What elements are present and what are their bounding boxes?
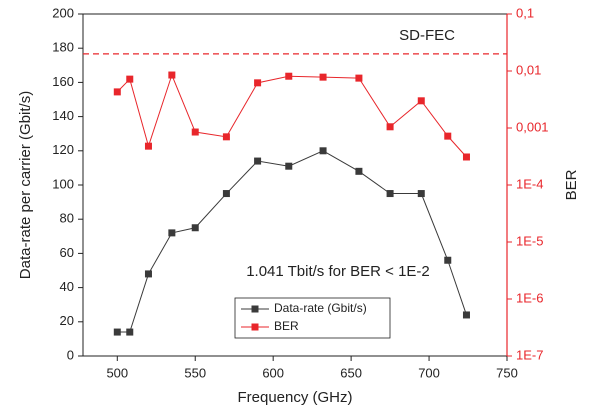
data-point bbox=[254, 157, 262, 165]
y-tick-label: 140 bbox=[52, 108, 74, 123]
annotation: 1.041 Tbit/s for BER < 1E-2 bbox=[246, 263, 430, 280]
data-point bbox=[417, 97, 425, 105]
y2-tick-label: 0,1 bbox=[516, 5, 534, 20]
series-line bbox=[117, 150, 467, 333]
data-point bbox=[444, 256, 452, 264]
data-point bbox=[191, 224, 199, 232]
data-point bbox=[222, 133, 230, 141]
data-point bbox=[462, 153, 470, 161]
legend-marker bbox=[251, 323, 259, 331]
data-point bbox=[462, 311, 470, 319]
x-tick-label: 700 bbox=[418, 365, 440, 380]
y2-tick-label: 1E-6 bbox=[516, 290, 543, 305]
data-point bbox=[126, 75, 134, 83]
series-line bbox=[116, 73, 467, 158]
data-point bbox=[113, 88, 121, 96]
y-tick-label: 80 bbox=[60, 211, 74, 226]
data-point bbox=[168, 71, 176, 79]
x-tick-label: 500 bbox=[106, 365, 128, 380]
y2-tick-label: 0,001 bbox=[516, 119, 549, 134]
data-point bbox=[285, 72, 293, 80]
data-point bbox=[144, 270, 152, 278]
y-axis-label: Data-rate per carrier (Gbit/s) bbox=[17, 91, 34, 279]
data-point bbox=[113, 328, 121, 336]
data-point bbox=[355, 167, 363, 175]
data-point bbox=[168, 229, 176, 237]
y-tick-label: 40 bbox=[60, 279, 74, 294]
data-point bbox=[285, 162, 293, 170]
y2-tick-label: 1E-4 bbox=[516, 176, 543, 191]
y2-tick-label: 1E-7 bbox=[516, 347, 543, 362]
x-tick-label: 650 bbox=[340, 365, 362, 380]
data-point bbox=[355, 74, 363, 82]
data-point bbox=[191, 128, 199, 136]
y2-tick-label: 1E-5 bbox=[516, 233, 543, 248]
x-axis-label: Frequency (GHz) bbox=[237, 389, 352, 406]
data-point bbox=[126, 328, 134, 336]
annotation: SD-FEC bbox=[399, 27, 455, 44]
data-point bbox=[444, 132, 452, 140]
y-tick-label: 200 bbox=[52, 5, 74, 20]
data-point bbox=[144, 142, 152, 150]
data-point bbox=[319, 73, 327, 81]
legend-label: Data-rate (Gbit/s) bbox=[274, 301, 367, 315]
x-tick-label: 550 bbox=[184, 365, 206, 380]
data-point bbox=[222, 190, 230, 198]
legend-marker bbox=[251, 305, 259, 313]
data-point bbox=[319, 147, 327, 155]
data-point bbox=[386, 123, 394, 131]
x-tick-label: 750 bbox=[496, 365, 518, 380]
legend-label: BER bbox=[274, 319, 299, 333]
y-tick-label: 20 bbox=[60, 313, 74, 328]
data-point bbox=[386, 190, 394, 198]
y-tick-label: 180 bbox=[52, 40, 74, 55]
data-point bbox=[417, 190, 425, 198]
legend-box bbox=[234, 297, 391, 339]
y2-tick-label: 0,01 bbox=[516, 62, 541, 77]
y-tick-label: 100 bbox=[52, 176, 74, 191]
y-tick-label: 0 bbox=[67, 347, 74, 362]
y-tick-label: 160 bbox=[52, 74, 74, 89]
y-tick-label: 60 bbox=[60, 245, 74, 260]
data-point bbox=[254, 79, 262, 87]
y-tick-label: 120 bbox=[52, 142, 74, 157]
x-tick-label: 600 bbox=[262, 365, 284, 380]
y2-axis-label: BER bbox=[563, 169, 580, 200]
